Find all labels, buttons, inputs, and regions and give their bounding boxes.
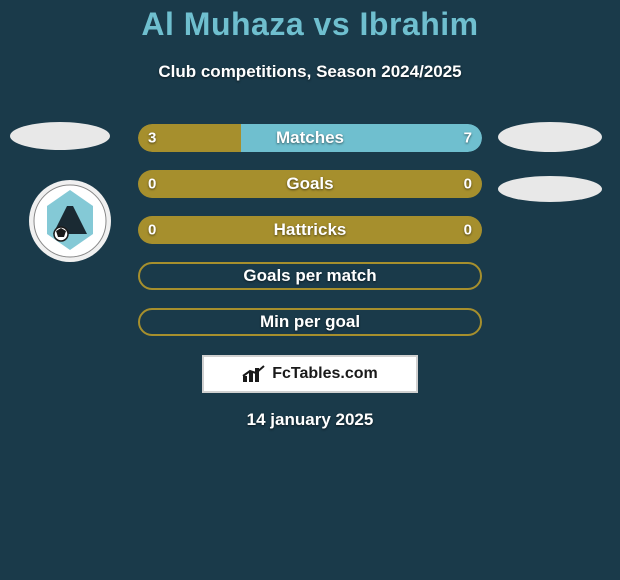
comparison-card: Al Muhaza vs Ibrahim Club competitions, … — [0, 0, 620, 580]
bars-icon — [242, 364, 266, 384]
club-crest — [29, 180, 111, 262]
stat-row: Goals per match — [138, 262, 482, 290]
stat-label: Min per goal — [140, 312, 480, 332]
player-b-placeholder — [498, 122, 602, 152]
stat-label: Goals per match — [140, 266, 480, 286]
stat-bars: Matches37Goals00Hattricks00Goals per mat… — [138, 124, 482, 354]
stat-label: Hattricks — [138, 220, 482, 240]
stat-value-b: 0 — [464, 222, 472, 239]
crest-icon — [33, 184, 107, 258]
stat-value-a: 0 — [148, 222, 156, 239]
stat-row: Goals0 0 — [138, 170, 482, 198]
player-b-placeholder-2 — [498, 176, 602, 202]
stat-row: Matches37 — [138, 124, 482, 152]
page-title: Al Muhaza vs Ibrahim — [0, 6, 620, 43]
bar-segment-a — [138, 124, 241, 152]
stat-value-a: 0 — [148, 176, 156, 193]
bar-segment-b — [241, 124, 482, 152]
stat-row: Hattricks0 0 — [138, 216, 482, 244]
branding-label: FcTables.com — [272, 365, 378, 383]
branding-box: FcTables.com — [202, 355, 418, 393]
player-a-placeholder — [10, 122, 110, 150]
page-subtitle: Club competitions, Season 2024/2025 — [0, 62, 620, 82]
footer-date: 14 january 2025 — [0, 410, 620, 430]
stat-row: Min per goal — [138, 308, 482, 336]
stat-label: Goals — [138, 174, 482, 194]
stat-value-b: 0 — [464, 176, 472, 193]
